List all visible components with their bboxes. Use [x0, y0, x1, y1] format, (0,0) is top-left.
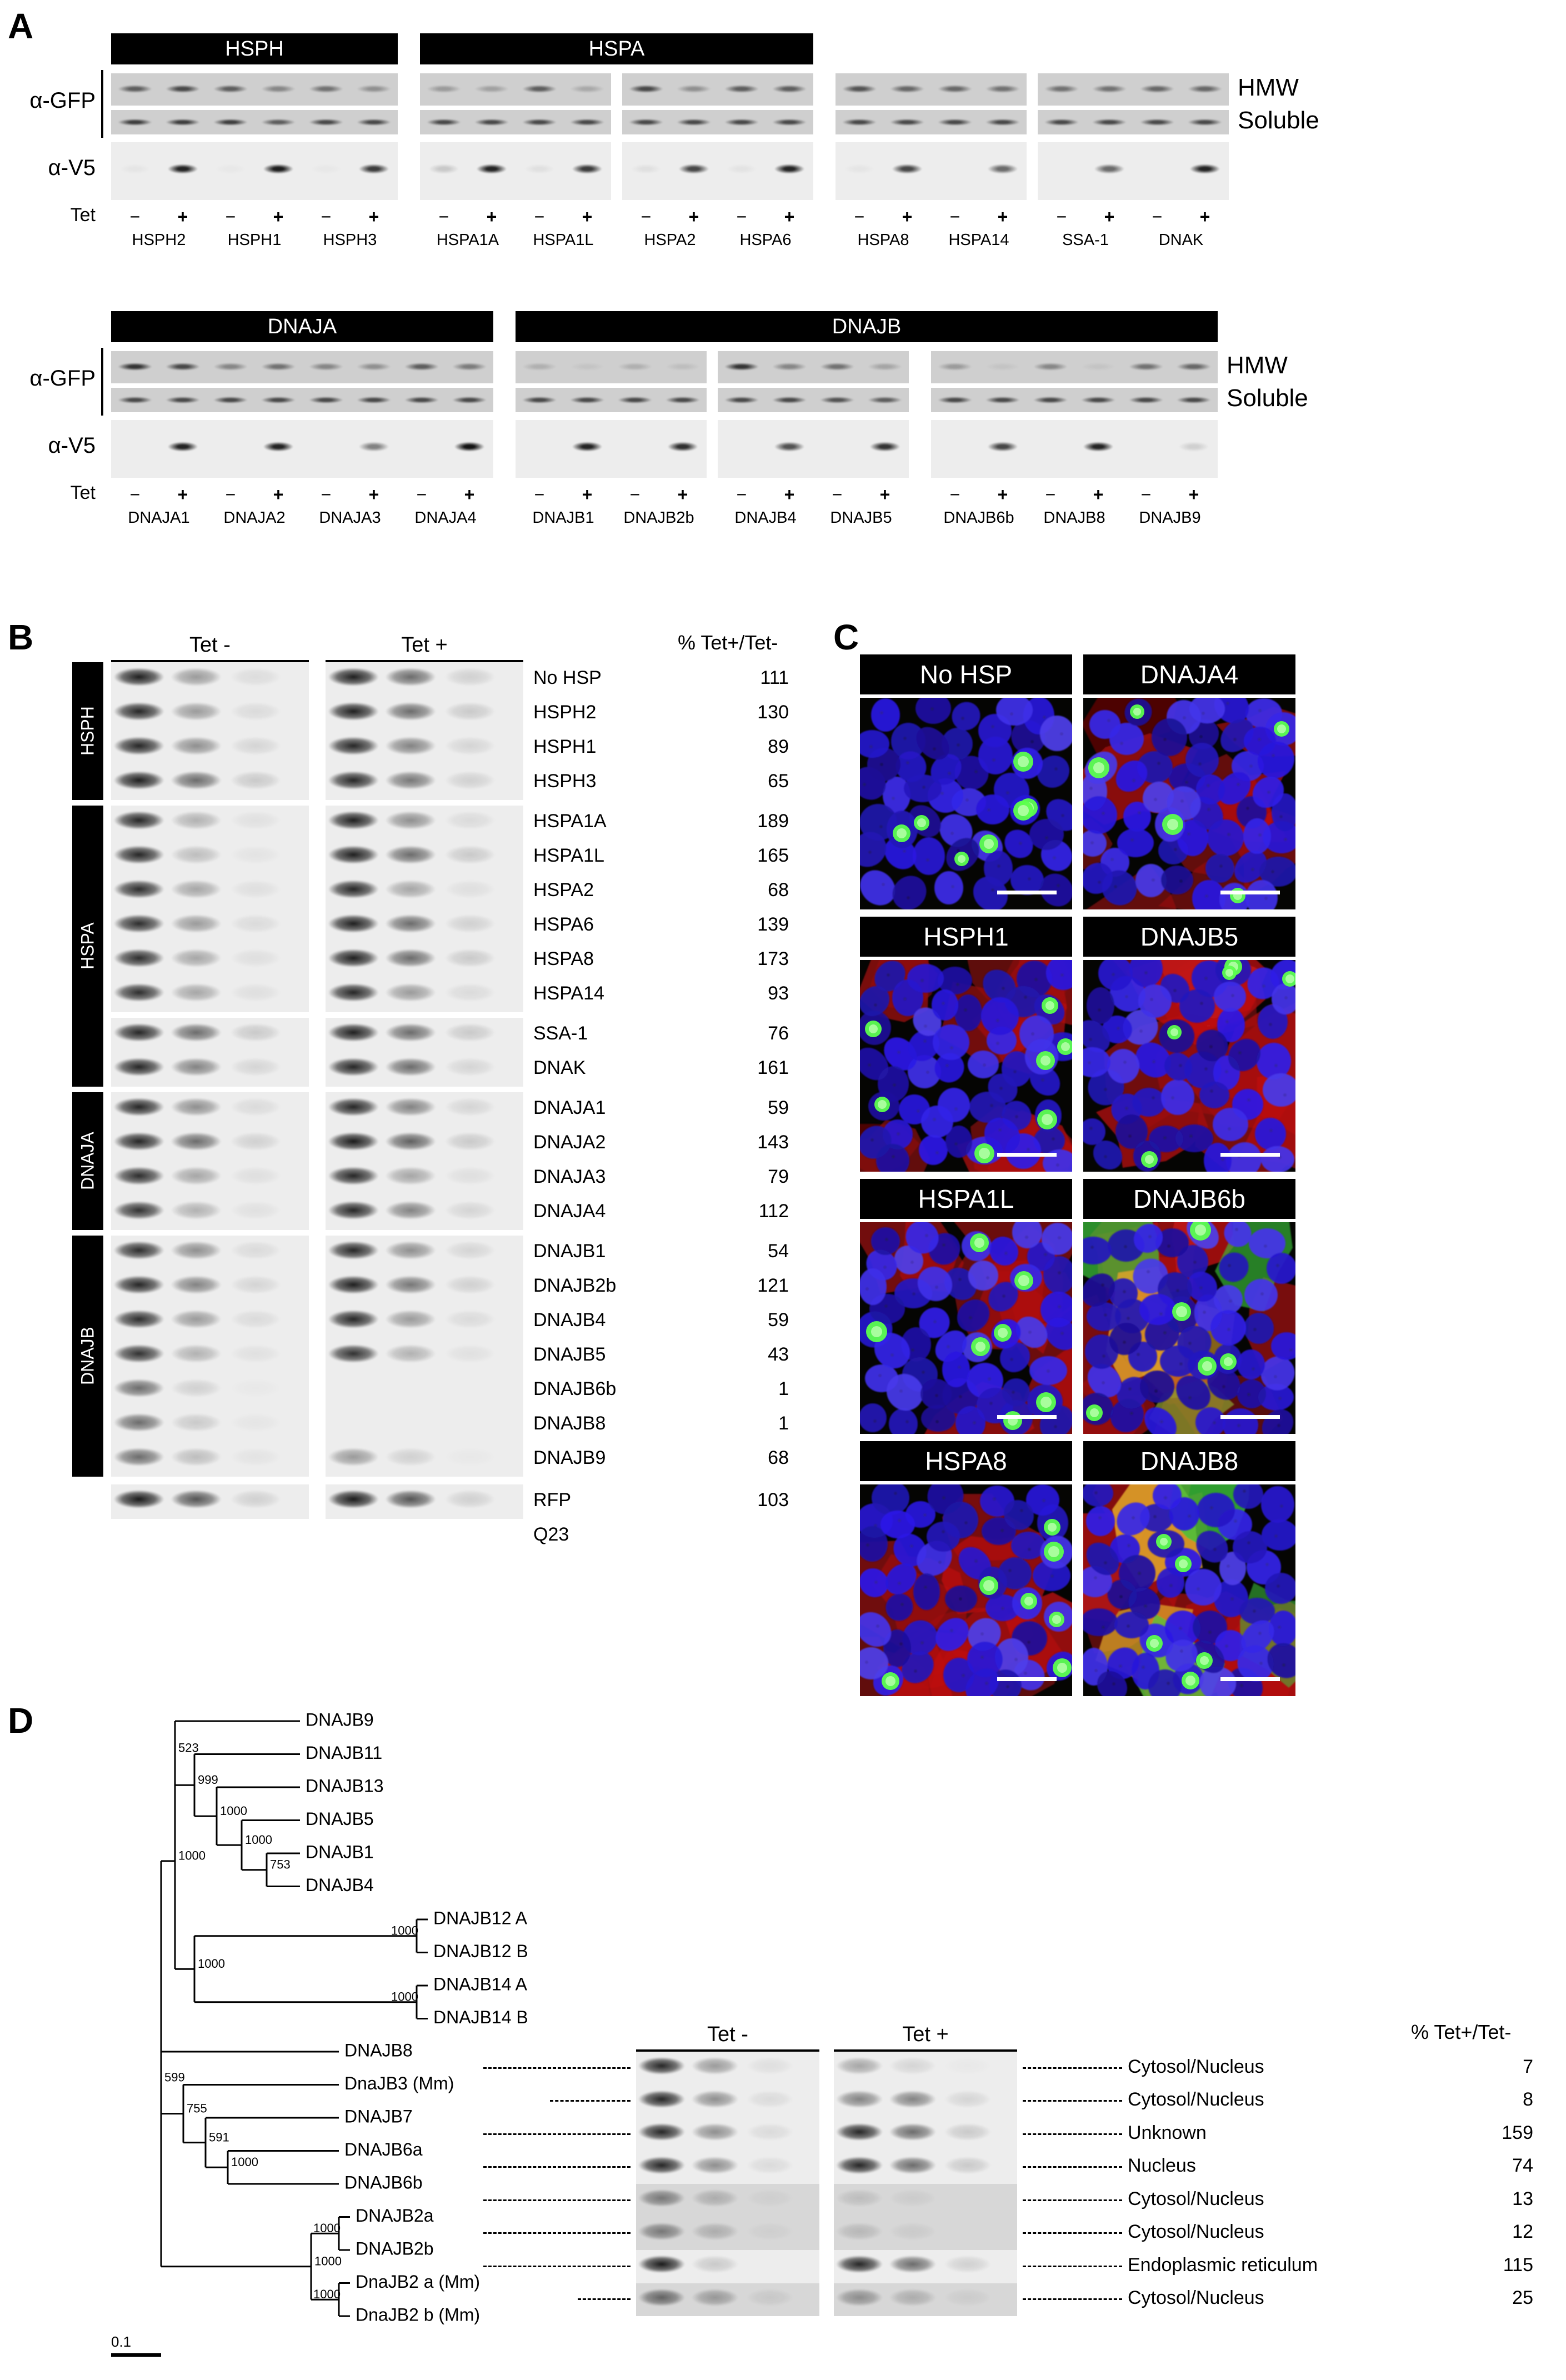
svg-text:DNAJB2b: DNAJB2b — [356, 2238, 434, 2258]
svg-text:DNAJB12 B: DNAJB12 B — [433, 1941, 528, 1961]
svg-text:1000: 1000 — [231, 2155, 258, 2169]
svg-text:523: 523 — [178, 1741, 199, 1754]
svg-text:DNAJB4: DNAJB4 — [306, 1875, 374, 1895]
svg-text:DNAJB6a: DNAJB6a — [344, 2139, 423, 2159]
svg-text:999: 999 — [198, 1773, 218, 1787]
svg-text:DNAJB7: DNAJB7 — [344, 2106, 413, 2126]
svg-text:DNAJB14 B: DNAJB14 B — [433, 2007, 528, 2027]
svg-text:0.1: 0.1 — [111, 2333, 131, 2350]
svg-text:DNAJB5: DNAJB5 — [306, 1809, 374, 1829]
svg-text:DNAJB6b: DNAJB6b — [344, 2172, 423, 2192]
svg-text:753: 753 — [270, 1858, 291, 1872]
svg-text:755: 755 — [187, 2101, 207, 2115]
svg-text:591: 591 — [209, 2130, 229, 2144]
svg-text:1000: 1000 — [391, 1924, 418, 1938]
svg-text:1000: 1000 — [220, 1804, 247, 1818]
svg-text:DNAJB13: DNAJB13 — [306, 1776, 384, 1796]
svg-text:1000: 1000 — [245, 1833, 272, 1847]
svg-text:1000: 1000 — [178, 1849, 206, 1863]
svg-text:DNAJB1: DNAJB1 — [306, 1842, 374, 1862]
svg-text:DNAJB2a: DNAJB2a — [356, 2206, 434, 2226]
svg-text:DnaJB3 (Mm): DnaJB3 (Mm) — [344, 2073, 454, 2093]
svg-text:DNAJB11: DNAJB11 — [306, 1743, 382, 1763]
svg-text:1000: 1000 — [314, 2254, 342, 2268]
svg-text:DNAJB12 A: DNAJB12 A — [433, 1908, 528, 1928]
svg-text:DNAJB8: DNAJB8 — [344, 2040, 413, 2060]
svg-text:1000: 1000 — [313, 2287, 341, 2301]
svg-text:1000: 1000 — [313, 2221, 341, 2235]
svg-text:599: 599 — [164, 2071, 185, 2084]
svg-text:DNAJB14 A: DNAJB14 A — [433, 1974, 528, 1994]
svg-text:1000: 1000 — [391, 1990, 418, 2004]
svg-text:DnaJB2 a (Mm): DnaJB2 a (Mm) — [356, 2272, 480, 2292]
svg-text:DnaJB2 b (Mm): DnaJB2 b (Mm) — [356, 2304, 480, 2324]
svg-text:1000: 1000 — [198, 1957, 225, 1971]
